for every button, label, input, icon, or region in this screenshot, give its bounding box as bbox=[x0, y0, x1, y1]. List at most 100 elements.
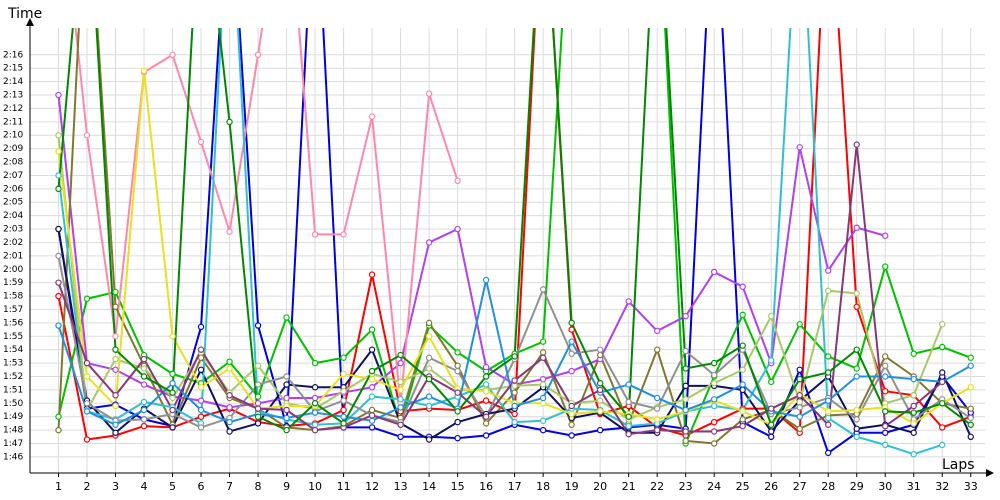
data-point bbox=[682, 365, 689, 372]
data-point bbox=[825, 408, 832, 415]
y-tick-label: 1:54 bbox=[3, 345, 23, 355]
data-point bbox=[825, 421, 832, 428]
data-point bbox=[682, 347, 689, 355]
data-point bbox=[454, 418, 461, 426]
data-point bbox=[825, 449, 832, 457]
data-point bbox=[853, 290, 860, 297]
data-point bbox=[254, 405, 262, 412]
y-tick-label: 1:49 bbox=[3, 412, 23, 422]
y-tick-label: 1:59 bbox=[3, 278, 23, 288]
data-point bbox=[197, 424, 205, 431]
data-point bbox=[311, 409, 319, 416]
data-point bbox=[454, 177, 461, 185]
data-point bbox=[853, 303, 860, 310]
data-point bbox=[853, 425, 860, 432]
x-axis-title: Laps bbox=[942, 457, 975, 473]
data-point bbox=[368, 417, 376, 424]
data-point bbox=[939, 424, 946, 431]
data-point bbox=[311, 231, 319, 238]
data-point bbox=[710, 440, 718, 447]
data-point bbox=[397, 351, 404, 359]
data-point bbox=[853, 416, 860, 423]
data-point bbox=[454, 349, 461, 356]
data-point bbox=[853, 406, 860, 414]
data-point bbox=[454, 434, 461, 442]
x-tick-label: 23 bbox=[679, 480, 693, 493]
data-point bbox=[226, 365, 233, 372]
data-point bbox=[169, 389, 176, 396]
data-point bbox=[511, 402, 518, 410]
data-point bbox=[511, 353, 518, 360]
x-tick-label: 19 bbox=[565, 480, 579, 493]
data-point bbox=[283, 406, 290, 414]
data-point bbox=[83, 400, 91, 407]
data-point bbox=[197, 384, 205, 391]
data-point bbox=[169, 379, 176, 387]
data-point bbox=[653, 346, 661, 353]
x-tick-label: 28 bbox=[821, 480, 835, 493]
data-point bbox=[568, 338, 575, 345]
data-point bbox=[539, 426, 547, 434]
data-point bbox=[967, 405, 974, 412]
data-point bbox=[625, 381, 632, 388]
data-point bbox=[882, 373, 889, 380]
x-tick-label: 32 bbox=[935, 480, 949, 493]
data-point bbox=[254, 393, 262, 400]
x-tick-label: 9 bbox=[283, 480, 290, 493]
data-point bbox=[140, 355, 148, 363]
y-tick-label: 2:02 bbox=[3, 238, 23, 248]
y-tick-label: 2:00 bbox=[3, 265, 23, 275]
data-point bbox=[55, 252, 62, 260]
data-point bbox=[568, 326, 575, 333]
data-point bbox=[625, 430, 632, 438]
data-point bbox=[882, 263, 889, 270]
data-point bbox=[482, 373, 490, 380]
data-point bbox=[511, 389, 518, 396]
data-point bbox=[254, 51, 262, 59]
data-point bbox=[55, 413, 62, 420]
data-point bbox=[625, 298, 632, 305]
data-point bbox=[425, 365, 433, 372]
data-point bbox=[710, 428, 718, 435]
x-tick-label: 14 bbox=[422, 480, 436, 493]
data-point bbox=[197, 138, 205, 146]
data-point bbox=[112, 366, 119, 373]
data-point bbox=[340, 406, 347, 414]
data-point bbox=[140, 365, 148, 372]
data-point bbox=[511, 382, 518, 390]
data-point bbox=[967, 421, 974, 428]
data-point bbox=[226, 228, 233, 235]
data-point bbox=[425, 375, 433, 383]
data-point bbox=[140, 406, 148, 414]
data-point bbox=[197, 397, 205, 404]
data-point bbox=[368, 375, 376, 383]
data-point bbox=[112, 346, 119, 353]
data-point bbox=[767, 312, 775, 320]
data-point bbox=[397, 421, 404, 428]
data-point bbox=[853, 373, 860, 380]
y-tick-label: 2:12 bbox=[3, 104, 23, 114]
data-point bbox=[596, 397, 604, 404]
data-point bbox=[112, 429, 119, 436]
x-tick-label: 22 bbox=[650, 480, 664, 493]
x-tick-label: 27 bbox=[793, 480, 807, 493]
x-tick-label: 15 bbox=[451, 480, 465, 493]
data-point bbox=[739, 366, 746, 373]
data-point bbox=[254, 420, 262, 427]
data-point bbox=[311, 394, 319, 402]
data-point bbox=[825, 397, 832, 404]
data-point bbox=[939, 400, 946, 407]
data-point bbox=[254, 362, 262, 369]
data-point bbox=[169, 394, 176, 402]
data-point bbox=[425, 354, 433, 361]
y-tick-label: 1:46 bbox=[3, 452, 23, 462]
data-point bbox=[710, 379, 718, 387]
data-point bbox=[739, 342, 746, 349]
data-point bbox=[283, 426, 290, 434]
data-point bbox=[882, 408, 889, 415]
data-point bbox=[710, 371, 718, 379]
data-point bbox=[882, 388, 889, 395]
data-point bbox=[368, 346, 376, 353]
data-point bbox=[539, 375, 547, 383]
data-point bbox=[226, 118, 233, 126]
